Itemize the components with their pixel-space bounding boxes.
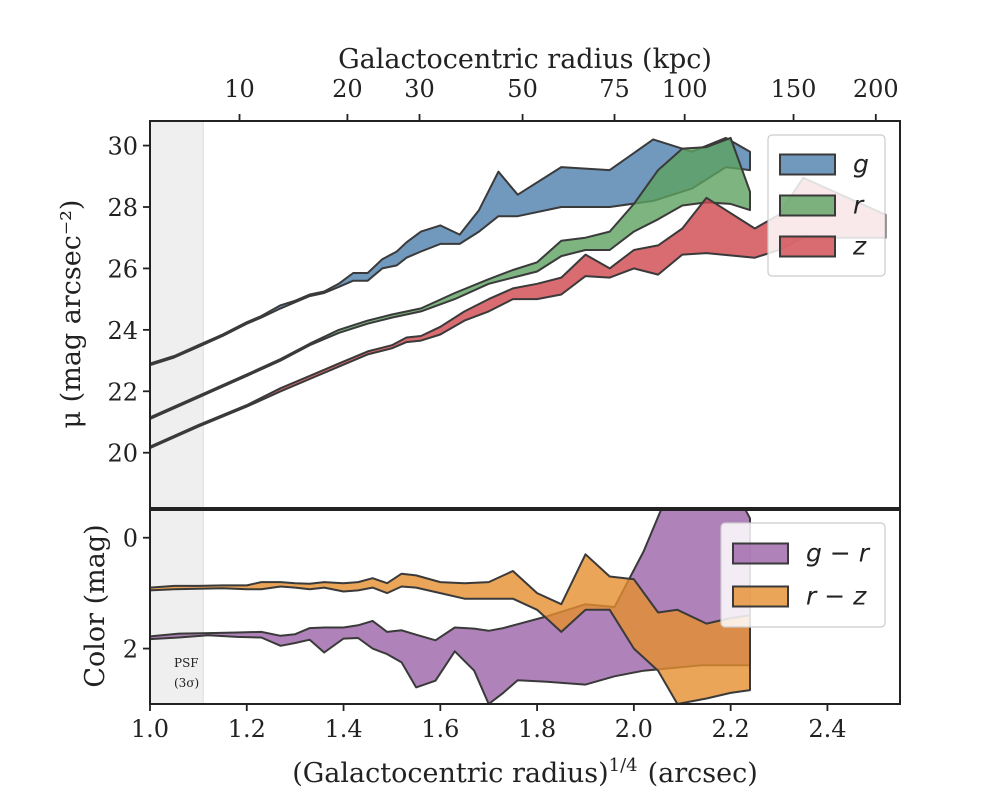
color-legend-swatch-g-r	[732, 542, 789, 565]
main-plot-area	[150, 136, 887, 450]
color-legend-label-r-z: r − z	[806, 582, 867, 611]
psf-label-line2: (3σ)	[174, 676, 199, 690]
surface-brightness-panel: 20 22 24 26 28 30 10 20 30 50 75 100 150 200 grz	[107, 75, 901, 509]
main-top-tick-label-20: 20	[332, 75, 363, 103]
color-psf-band	[149, 509, 204, 705]
color-legend-swatch-r-z	[732, 585, 789, 608]
main-band-r	[150, 136, 751, 420]
main-psf-band	[149, 120, 204, 509]
main-legend-label-g: g	[853, 150, 869, 179]
main-top-tick-label-150: 150	[771, 75, 817, 103]
color-y-axis-title: Color (mag)	[80, 524, 111, 687]
main-top-tick-label-100: 100	[662, 75, 708, 103]
color-xtick-label-3: 1.6	[421, 715, 459, 743]
color-xtick-label-4: 1.8	[518, 715, 556, 743]
main-top-tick-label-30: 30	[404, 75, 435, 103]
main-top-tick-label-75: 75	[599, 75, 630, 103]
color-ytick-label-2: 2	[123, 636, 138, 664]
main-ytick-label-26: 26	[107, 255, 138, 283]
main-legend-label-r: r	[853, 191, 865, 220]
main-ytick-label-30: 30	[107, 133, 138, 161]
main-top-tick-label-50: 50	[507, 75, 538, 103]
main-band-g	[150, 136, 751, 367]
bottom-x-axis-title: (Galactocentric radius)1/4 (arcsec)	[292, 755, 758, 789]
color-frame	[149, 509, 901, 705]
x-axis-title-exponent: 1/4	[609, 755, 638, 776]
main-legend-swatch-g	[779, 153, 836, 176]
color-xtick-label-5: 2.0	[615, 715, 653, 743]
color-ytick-label-0: 0	[123, 525, 138, 553]
color-xtick-label-2: 1.4	[324, 715, 362, 743]
main-legend-label-z: z	[852, 232, 867, 261]
main-y-axis-title: μ (mag arcsec⁻²)	[56, 200, 87, 429]
psf-label-line1: PSF	[174, 656, 199, 670]
main-ytick-label-20: 20	[107, 440, 138, 468]
color-xtick-label-7: 2.4	[808, 715, 846, 743]
main-top-tick-label-10: 10	[224, 75, 255, 103]
color-band-g-r	[150, 510, 751, 704]
color-legend-label-g-r: g − r	[806, 539, 871, 568]
main-ytick-label-28: 28	[107, 194, 138, 222]
x-axis-title-main: (Galactocentric radius)	[292, 758, 608, 789]
color-xtick-label-1: 1.2	[228, 715, 266, 743]
top-axis-title: Galactocentric radius (kpc)	[338, 44, 712, 75]
main-ytick-label-24: 24	[107, 317, 138, 345]
color-xtick-label-0: 1.0	[131, 715, 169, 743]
color-plot-area	[150, 510, 751, 704]
color-panel: 0 2 1.0 1.2 1.4 1.6 1.8 2.0 2.2 2.4 g − r r − z	[123, 509, 901, 743]
x-axis-title-unit: (arcsec)	[648, 758, 758, 789]
main-frame	[149, 120, 901, 509]
main-ytick-label-22: 22	[107, 378, 138, 406]
main-top-tick-label-200: 200	[853, 75, 899, 103]
color-xtick-label-6: 2.2	[712, 715, 750, 743]
main-legend-swatch-r	[779, 194, 836, 217]
main-legend-swatch-z	[779, 235, 836, 258]
